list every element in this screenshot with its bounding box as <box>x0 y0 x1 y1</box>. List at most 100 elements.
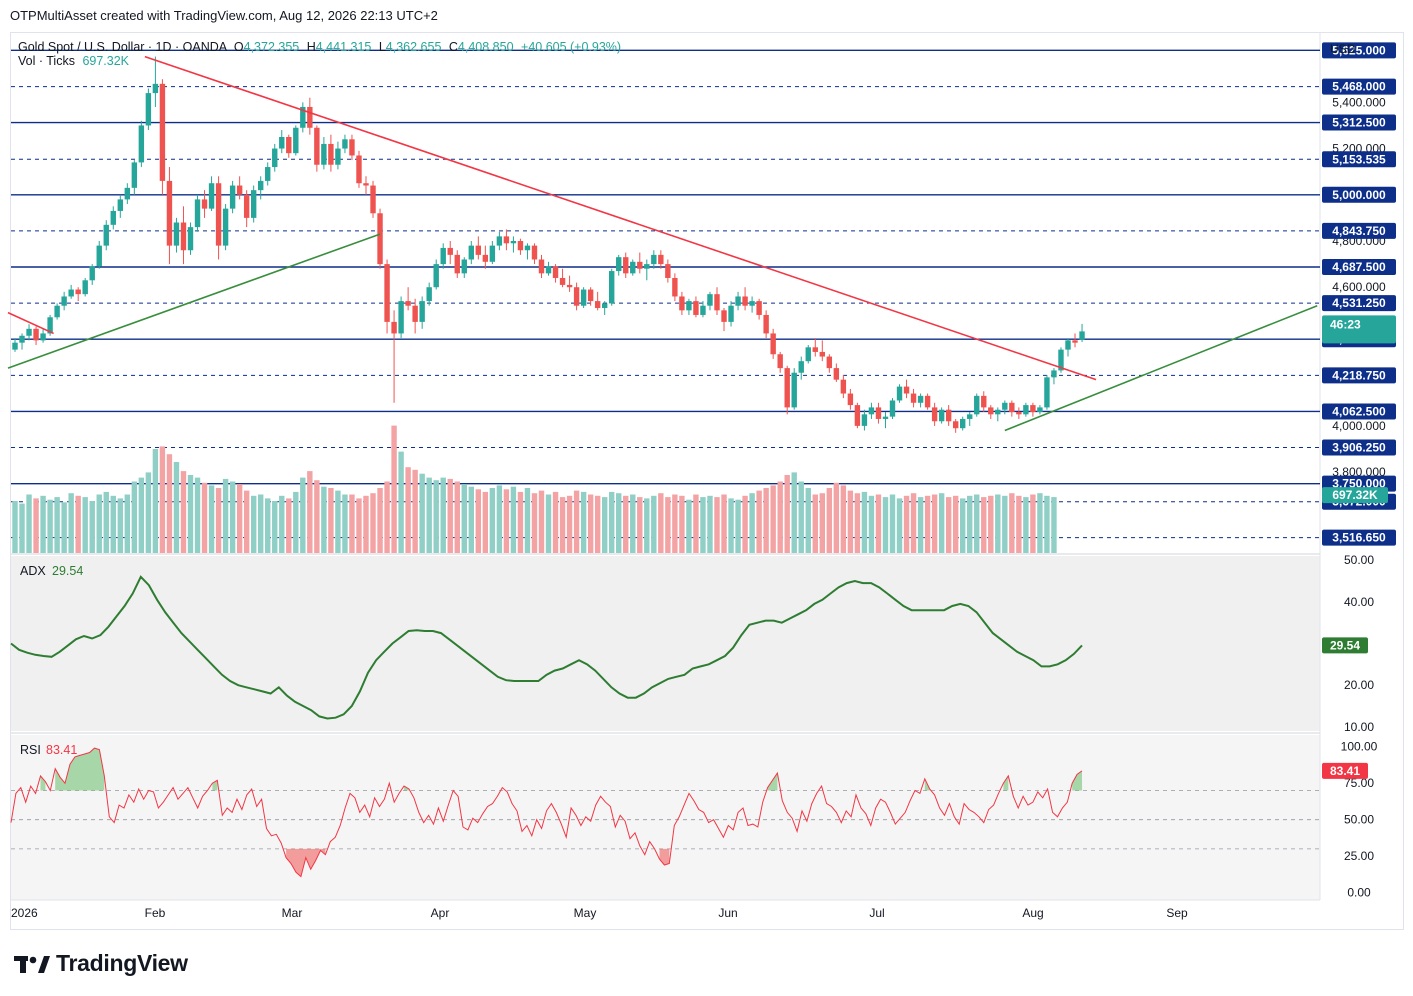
tradingview-logo[interactable]: TradingView <box>14 950 188 977</box>
candle-body <box>1058 349 1064 371</box>
volume-bar <box>1023 497 1029 553</box>
candle-body <box>945 409 952 422</box>
volume-bar <box>328 488 334 553</box>
rsi-value-tag-label: 83.41 <box>1330 764 1360 778</box>
candle-body <box>974 395 980 415</box>
volume-bar <box>1030 494 1036 553</box>
candle-body <box>398 301 404 334</box>
candle-body <box>735 296 741 306</box>
volume-bar <box>952 495 959 553</box>
volume-bar <box>945 497 952 553</box>
volume-bar <box>61 502 67 553</box>
candle-body <box>882 416 889 419</box>
volume-label[interactable]: Vol · Ticks <box>18 54 75 68</box>
candle-body <box>131 162 138 188</box>
candle-body <box>938 409 945 422</box>
candle-body <box>47 317 53 334</box>
candle-body <box>61 296 67 306</box>
volume-bar <box>40 495 46 553</box>
rsi-axis-tick: 50.00 <box>1344 813 1374 827</box>
volume-bar <box>868 495 875 553</box>
candle-body <box>805 347 811 362</box>
candle-body <box>300 106 306 128</box>
rsi-zone-fill <box>1072 770 1083 791</box>
volume-bar <box>896 498 903 553</box>
close-value: 4,408.850 <box>457 40 514 54</box>
trendline-green-upper <box>7 233 381 369</box>
adx-axis-tick: 10.00 <box>1344 720 1374 734</box>
volume-bar <box>208 485 215 553</box>
candle-body <box>616 257 622 272</box>
volume-last-label: 697.32K <box>1332 488 1378 502</box>
candle-body <box>405 301 411 306</box>
volume-bar <box>124 494 131 553</box>
open-label: O <box>233 40 244 54</box>
price-level-tag <box>1322 42 1396 59</box>
candle-body <box>215 183 222 246</box>
price-level-label: 3,906.250 <box>1332 441 1386 455</box>
candle-body <box>475 245 482 255</box>
time-axis-tick: Feb <box>145 906 166 920</box>
rsi-title: RSI <box>20 743 41 757</box>
volume-bar <box>335 490 341 553</box>
volume-bar <box>510 486 517 553</box>
volume-bar <box>609 491 615 553</box>
volume-bar <box>735 499 741 553</box>
volume-bar <box>854 493 861 553</box>
candle-body <box>370 185 376 214</box>
volume-bar <box>215 488 222 553</box>
volume-bar <box>173 462 180 553</box>
candle-body <box>159 83 166 181</box>
volume-bar <box>314 480 320 553</box>
candle-body <box>1072 340 1078 343</box>
price-axis-tick: 5,400.000 <box>1332 95 1386 109</box>
candle-body <box>321 143 327 165</box>
volume-bar <box>777 481 783 553</box>
rsi-zone-fill <box>40 775 46 791</box>
price-level-label: 4,843.750 <box>1332 224 1386 238</box>
volume-bar <box>812 494 818 553</box>
candle-body <box>250 190 257 218</box>
candle-body <box>12 342 18 350</box>
candle-body <box>96 245 102 267</box>
volume-bar <box>19 503 25 553</box>
candle-body <box>693 301 699 315</box>
volume-bar <box>623 495 629 553</box>
countdown-label: 46:23 <box>1330 317 1361 331</box>
volume-bar <box>145 472 152 553</box>
price-level-tag <box>1322 114 1396 131</box>
price-axis-tick: 3,800.000 <box>1332 465 1386 479</box>
volume-bar <box>222 478 229 553</box>
candle-body <box>489 245 496 262</box>
candle-body <box>573 287 580 306</box>
candle-body <box>552 266 559 278</box>
price-level-label: 4,531.250 <box>1332 296 1386 310</box>
candle-body <box>784 368 790 408</box>
candle-body <box>377 213 383 265</box>
volume-bar <box>258 494 264 553</box>
adx-line <box>10 575 1083 720</box>
adx-value-tag-label: 29.54 <box>1330 638 1360 652</box>
volume-bar <box>321 486 327 553</box>
volume-bar <box>398 451 404 553</box>
currency-label[interactable]: USD <box>1330 42 1356 56</box>
candle-body <box>1037 407 1043 413</box>
volume-bar <box>721 494 727 553</box>
volume-bar <box>805 488 811 553</box>
volume-bar <box>236 484 243 553</box>
adx-axis-tick: 40.00 <box>1344 595 1374 609</box>
candle-body <box>243 194 250 218</box>
candle-body <box>847 393 854 406</box>
candle-body <box>728 305 734 322</box>
symbol-title[interactable]: Gold Spot / U.S. Dollar · 1D · OANDA <box>18 40 227 54</box>
candle-body <box>75 289 81 295</box>
candle-body <box>637 261 643 269</box>
candle-body <box>917 395 924 403</box>
candle-body <box>342 139 348 149</box>
candle-body <box>19 335 25 343</box>
open-value: 4,372.355 <box>243 40 300 54</box>
volume-bar <box>700 497 706 553</box>
volume-bar <box>180 471 187 553</box>
volume-bar <box>988 495 994 553</box>
